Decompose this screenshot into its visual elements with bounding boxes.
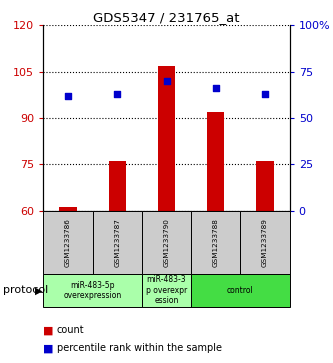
Text: percentile rank within the sample: percentile rank within the sample [57,343,221,354]
Bar [158,66,175,211]
Text: GSM1233789: GSM1233789 [262,218,268,267]
Text: miR-483-5p
overexpression: miR-483-5p overexpression [64,281,122,300]
Point [262,91,268,97]
Bar [109,161,126,211]
Text: GSM1233787: GSM1233787 [114,218,120,267]
Text: ▶: ▶ [35,285,43,295]
Bar [240,211,290,274]
Bar [142,274,191,307]
Point [115,91,120,97]
Bar [43,274,142,307]
Bar [43,211,93,274]
Bar [191,211,240,274]
Text: ■: ■ [43,325,54,335]
Text: miR-483-3
p overexpr
ession: miR-483-3 p overexpr ession [146,276,187,305]
Text: control: control [227,286,254,295]
Bar [191,274,290,307]
Text: GSM1233790: GSM1233790 [164,218,169,267]
Title: GDS5347 / 231765_at: GDS5347 / 231765_at [93,11,240,24]
Bar [207,112,224,211]
Text: GSM1233786: GSM1233786 [65,218,71,267]
Point [164,78,169,84]
Bar [142,211,191,274]
Bar [93,211,142,274]
Text: protocol: protocol [3,285,49,295]
Text: count: count [57,325,84,335]
Bar [256,161,274,211]
Bar [59,207,77,211]
Text: ■: ■ [43,343,54,354]
Point [65,93,71,99]
Point [213,85,218,91]
Text: GSM1233788: GSM1233788 [213,218,219,267]
